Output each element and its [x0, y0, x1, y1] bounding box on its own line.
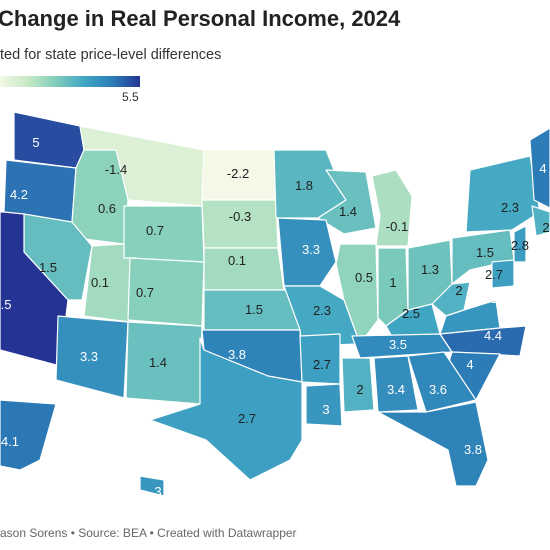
state-california-value-label: .5: [1, 297, 12, 312]
legend-gradient-bar: [0, 76, 140, 87]
state-wisconsin-value-label: 1.4: [339, 204, 357, 219]
state-idaho: [71, 149, 129, 245]
state-louisiana-value-label: 3: [322, 402, 329, 417]
state-west-virginia-value-label: 2: [455, 283, 462, 298]
map-subtitle: ted for state price-level differences: [0, 47, 222, 63]
state-idaho-value-label: 0.6: [98, 201, 116, 216]
credits-footer: ason Sorens • Source: BEA • Created with…: [0, 526, 297, 540]
state-iowa: [277, 217, 337, 287]
state-illinois-value-label: 0.5: [355, 270, 373, 285]
state-massachusetts-value-label: 2: [542, 220, 549, 235]
state-south-dakota-value-label: -0.3: [229, 209, 251, 224]
state-north-carolina: [439, 325, 527, 357]
state-wyoming-value-label: 0.7: [146, 223, 164, 238]
state-minnesota-value-label: 1.8: [295, 178, 313, 193]
state-maryland-value-label: 2.7: [485, 267, 503, 282]
state-washington-value-label: 5: [32, 135, 39, 150]
state-hawaii: [139, 475, 165, 497]
state-georgia-value-label: 3.6: [429, 382, 447, 397]
state-arizona-value-label: 3.3: [80, 349, 98, 364]
state-nevada-value-label: 1.5: [39, 260, 57, 275]
state-pennsylvania-value-label: 1.5: [476, 245, 494, 260]
state-alaska-value-label: 4.1: [1, 434, 19, 449]
state-utah-value-label: 0.1: [91, 275, 109, 290]
state-mississippi-value-label: 2: [356, 382, 363, 397]
state-montana-value-label: -1.4: [105, 162, 127, 177]
state-oregon-value-label: 4.2: [10, 187, 28, 202]
state-new-york-value-label: 2.3: [501, 200, 519, 215]
state-kansas-value-label: 1.5: [245, 302, 263, 317]
state-wisconsin: [317, 169, 377, 235]
state-alabama-value-label: 3.4: [387, 382, 405, 397]
state-new-jersey-value-label: 2.8: [511, 238, 529, 253]
legend-max-label: 5.5: [122, 90, 139, 104]
state-maine-vermont-value-label: 4: [539, 161, 546, 176]
state-kentucky-value-label: 2.5: [402, 306, 420, 321]
state-ohio-value-label: 1.3: [421, 262, 439, 277]
state-georgia: [407, 351, 477, 413]
state-tennessee-value-label: 3.5: [389, 337, 407, 352]
color-legend: [0, 76, 140, 92]
state-west-virginia: [431, 281, 471, 317]
state-nebraska-value-label: 0.1: [228, 253, 246, 268]
state-north-dakota-value-label: -2.2: [227, 166, 249, 181]
state-alaska: [0, 399, 57, 471]
state-virginia: [439, 299, 501, 335]
state-arizona: [55, 315, 129, 399]
state-colorado-value-label: 0.7: [136, 285, 154, 300]
state-south-dakota: [201, 199, 279, 249]
state-new-york: [465, 155, 541, 233]
state-maryland: [491, 259, 515, 289]
state-michigan-value-label: -0.1: [386, 219, 408, 234]
state-texas: [149, 337, 303, 481]
state-new-mexico-value-label: 1.4: [149, 355, 167, 370]
state-mississippi: [341, 357, 375, 413]
state-louisiana: [305, 383, 343, 427]
state-texas-value-label: 2.7: [238, 411, 256, 426]
state-oklahoma-value-label: 3.8: [228, 347, 246, 362]
state-iowa-value-label: 3.3: [302, 242, 320, 257]
state-michigan: [371, 169, 413, 247]
map-title: Change in Real Personal Income, 2024: [0, 6, 401, 31]
state-massachusetts: [531, 205, 550, 237]
state-indiana-value-label: 1: [389, 275, 396, 290]
state-florida-value-label: 3.8: [464, 442, 482, 457]
state-arkansas-value-label: 2.7: [313, 357, 331, 372]
state-florida: [377, 401, 489, 487]
state-virginia-value-label: 3.1: [480, 291, 498, 306]
state-new-jersey: [513, 225, 527, 263]
state-missouri-value-label: 2.3: [313, 303, 331, 318]
state-washington: [13, 111, 85, 169]
state-north-carolina-value-label: 4.4: [484, 328, 502, 343]
state-alabama: [373, 355, 419, 413]
state-maine-vermont: [529, 127, 550, 209]
state-hawaii-value-label: 3: [154, 484, 161, 499]
state-south-carolina-value-label: 4: [466, 357, 473, 372]
